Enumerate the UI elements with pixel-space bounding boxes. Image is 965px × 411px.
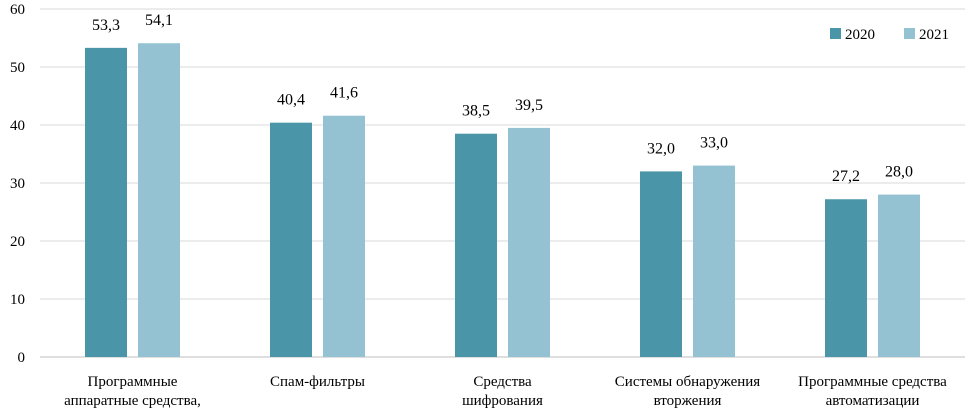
data-label-2021-4: 28,0 xyxy=(885,164,913,181)
bar-2020-3 xyxy=(640,171,682,357)
category-label: Средства шифрования xyxy=(462,374,543,409)
bar-2020-0 xyxy=(85,47,127,358)
y-tick-label: 40 xyxy=(10,118,25,134)
data-label-2020-0: 53,3 xyxy=(92,17,120,34)
bar-2020-2 xyxy=(455,133,497,357)
legend-label-2021: 2021 xyxy=(919,27,949,43)
y-tick-label: 20 xyxy=(10,234,25,250)
category-label: Спам-фильтры xyxy=(270,374,365,390)
bar-2021-0 xyxy=(138,43,180,357)
legend-swatch-2021 xyxy=(904,28,915,39)
bar-2021-4 xyxy=(878,194,920,357)
y-axis: 0 10 20 30 40 50 60 xyxy=(10,2,25,366)
gridlines xyxy=(40,8,965,358)
y-tick-label: 60 xyxy=(10,2,25,18)
bar-2020-1 xyxy=(270,122,312,358)
x-axis: Программные аппаратные средства, Спам-филь… xyxy=(64,374,947,409)
category-label: Системы обнаружения вторжения xyxy=(615,374,761,409)
bars xyxy=(85,43,920,358)
y-tick-label: 10 xyxy=(10,292,25,308)
legend-swatch-2020 xyxy=(830,28,841,39)
data-label-2021-0: 54,1 xyxy=(145,12,173,29)
legend-label-2020: 2020 xyxy=(845,27,875,43)
bar-2021-1 xyxy=(323,115,365,357)
data-label-2020-4: 27,2 xyxy=(832,168,860,185)
data-label-2021-1: 41,6 xyxy=(330,85,358,102)
y-tick-label: 50 xyxy=(10,60,25,76)
bar-2021-3 xyxy=(693,165,735,357)
data-label-2021-2: 39,5 xyxy=(515,97,543,114)
data-label-2020-1: 40,4 xyxy=(277,92,305,109)
legend: 2020 2021 xyxy=(830,27,949,43)
data-label-2021-3: 33,0 xyxy=(700,135,728,152)
y-tick-label: 30 xyxy=(10,176,25,192)
category-label: Программные средства автоматизации xyxy=(798,374,947,409)
bar-2020-4 xyxy=(825,199,867,357)
category-label: Программные аппаратные средства, xyxy=(64,374,201,409)
data-label-2020-3: 32,0 xyxy=(647,140,675,157)
bar-2021-2 xyxy=(508,127,550,358)
data-label-2020-2: 38,5 xyxy=(462,103,490,120)
y-tick-label: 0 xyxy=(18,350,26,366)
data-labels: 53,3 54,1 40,4 41,6 38,5 39,5 32,0 33,0 27,2 28,0 xyxy=(92,12,913,185)
